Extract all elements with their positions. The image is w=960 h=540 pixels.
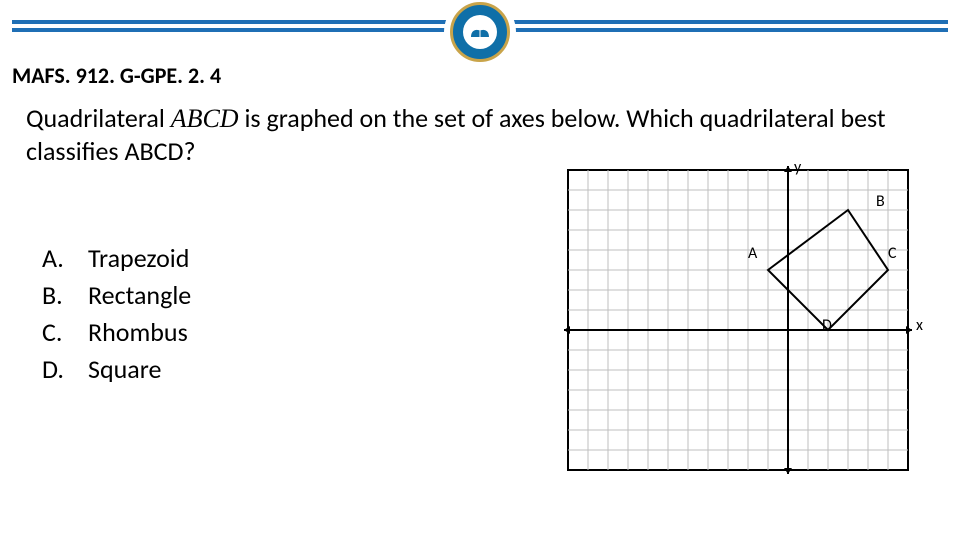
- vertex-label-a: A: [748, 244, 757, 263]
- coordinate-graph: y x A B C D: [558, 160, 928, 480]
- vertex-label-c: C: [888, 244, 897, 263]
- slide: MAFS. 912. G-GPE. 2. 4 Quadrilateral ABC…: [0, 0, 960, 540]
- logo-outer-circle: [450, 2, 510, 62]
- option-letter: B.: [42, 277, 88, 314]
- vertex-label-b: B: [876, 192, 885, 211]
- option-text: Square: [88, 351, 161, 388]
- option-b: B. Rectangle: [42, 277, 191, 314]
- option-letter: D.: [42, 351, 88, 388]
- vertex-label-d: D: [822, 316, 832, 335]
- option-letter: A.: [42, 240, 88, 277]
- open-book-icon: [470, 25, 490, 39]
- y-axis-label: y: [794, 158, 801, 177]
- option-a: A. Trapezoid: [42, 240, 191, 277]
- graph-svg: [558, 160, 928, 480]
- option-text: Rhombus: [88, 314, 188, 351]
- option-text: Trapezoid: [88, 240, 189, 277]
- option-letter: C.: [42, 314, 88, 351]
- district-logo: [444, 0, 516, 68]
- question-pre: Quadrilateral: [26, 102, 171, 134]
- option-c: C. Rhombus: [42, 314, 191, 351]
- option-d: D. Square: [42, 351, 191, 388]
- question-variable: ABCD: [171, 104, 239, 133]
- logo-inner-circle: [463, 15, 497, 49]
- answer-options: A. Trapezoid B. Rectangle C. Rhombus D. …: [42, 240, 191, 388]
- standard-code: MAFS. 912. G-GPE. 2. 4: [12, 62, 221, 89]
- x-axis-label: x: [916, 316, 923, 335]
- option-text: Rectangle: [88, 277, 191, 314]
